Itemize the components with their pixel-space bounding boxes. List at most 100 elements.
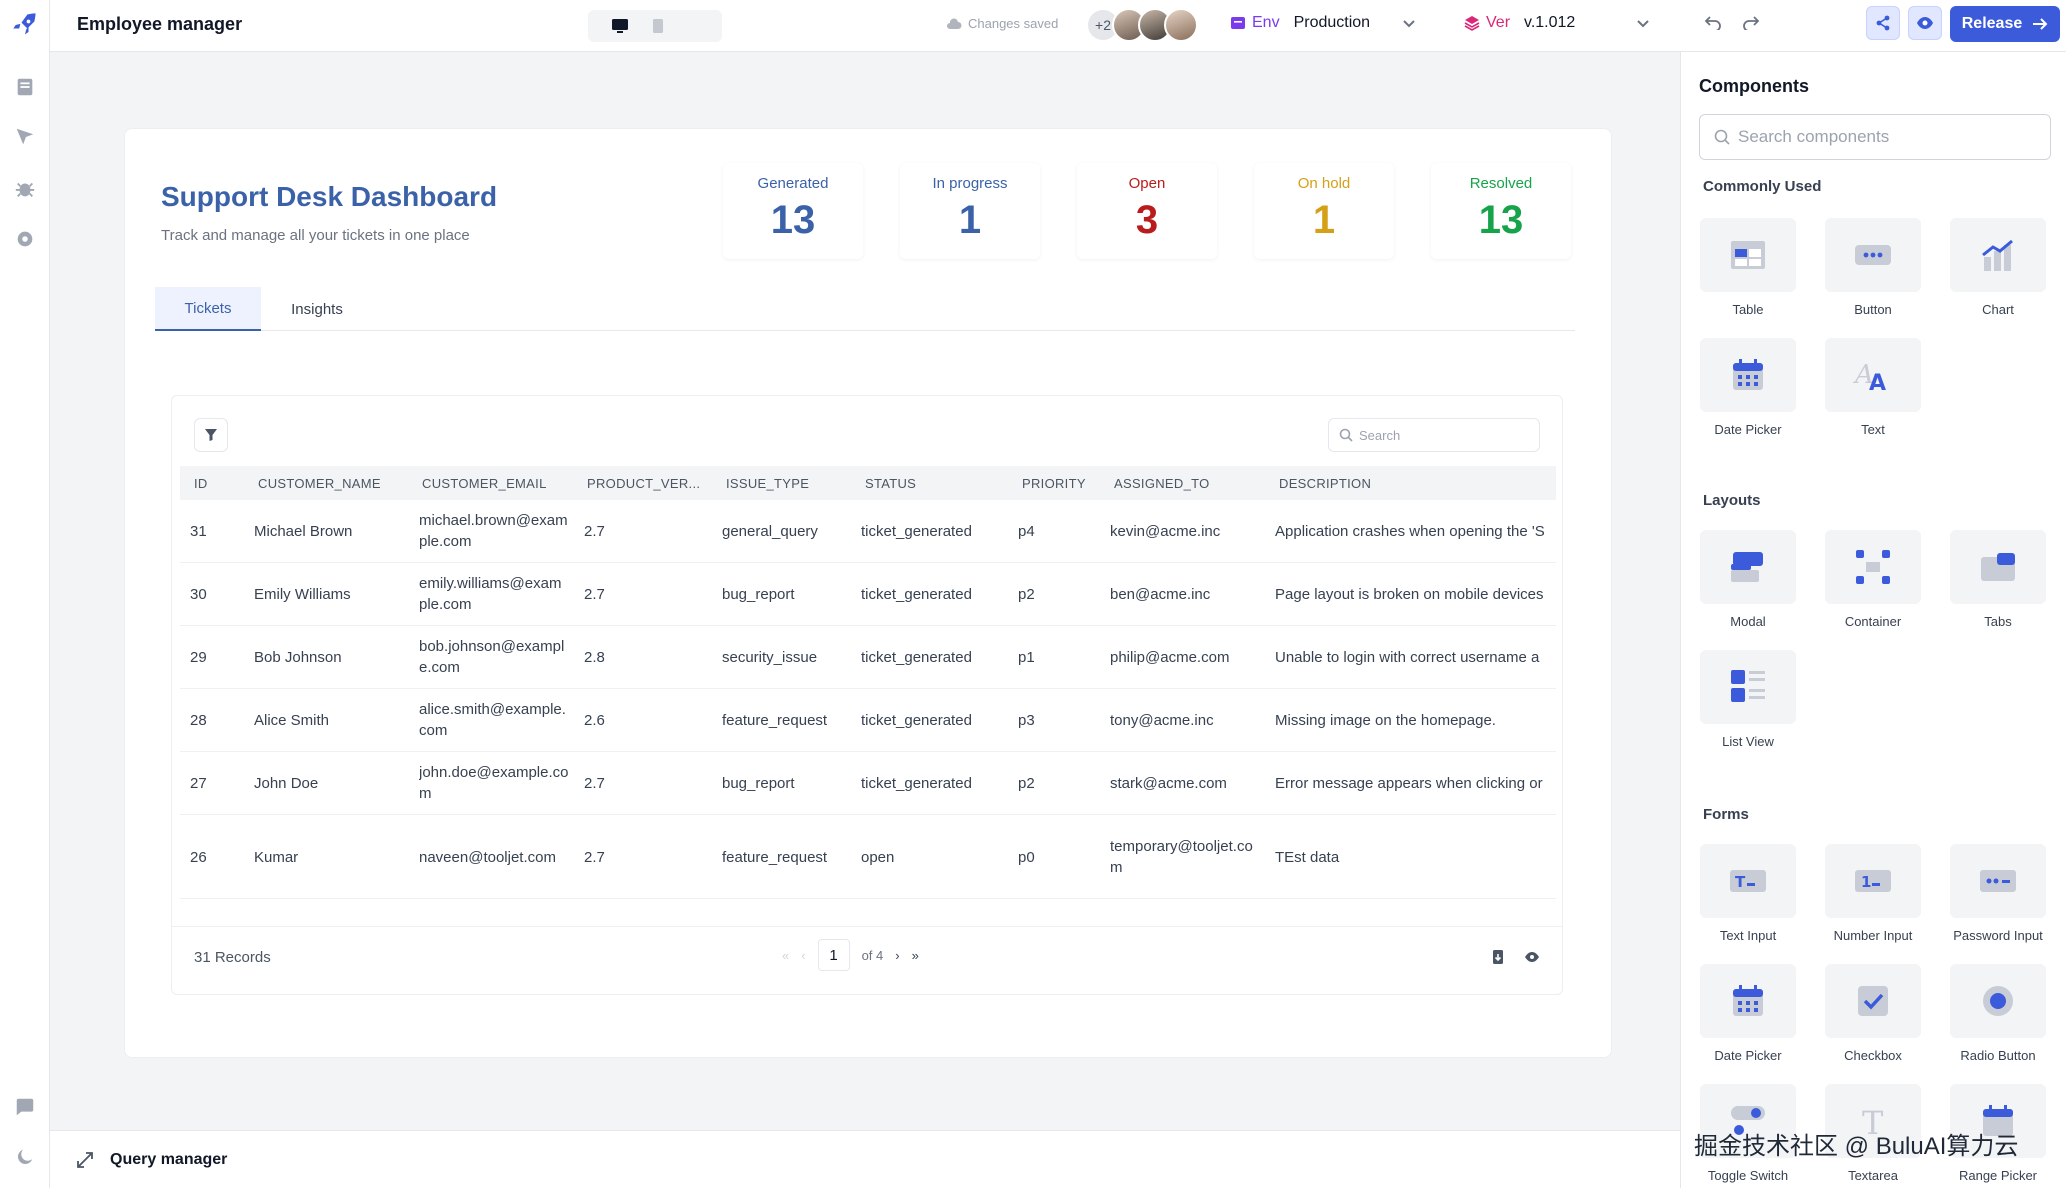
- column-header[interactable]: ASSIGNED_TO: [1114, 476, 1210, 491]
- cell-issue-type: bug_report: [722, 775, 795, 792]
- device-view-toggle: [588, 10, 722, 42]
- cell-status: open: [861, 849, 895, 866]
- component-label: Button: [1854, 302, 1892, 317]
- prev-page-icon[interactable]: ‹: [801, 947, 806, 963]
- component-search-input[interactable]: Search components: [1699, 114, 2051, 160]
- column-header[interactable]: PRIORITY: [1022, 476, 1086, 491]
- env-value: Production: [1293, 14, 1371, 31]
- panel-title: Components: [1699, 76, 1809, 96]
- mobile-view-icon[interactable]: [644, 14, 672, 38]
- pages-icon[interactable]: [8, 70, 42, 104]
- last-page-icon[interactable]: »: [911, 947, 919, 963]
- inspector-icon[interactable]: [8, 120, 42, 154]
- component-date-picker[interactable]: Date Picker: [1698, 338, 1798, 437]
- component-label: Text: [1861, 422, 1885, 437]
- column-visibility-icon[interactable]: [1524, 949, 1540, 970]
- avatar[interactable]: [1164, 8, 1198, 42]
- component-modal[interactable]: Modal: [1698, 530, 1798, 629]
- column-header[interactable]: CUSTOMER_EMAIL: [422, 476, 547, 491]
- column-header[interactable]: ISSUE_TYPE: [726, 476, 810, 491]
- debugger-icon[interactable]: [8, 172, 42, 206]
- cell-description: TEst data: [1275, 849, 1340, 866]
- query-manager-bar[interactable]: Query manager: [50, 1130, 1680, 1188]
- component-table[interactable]: Table: [1698, 218, 1798, 317]
- table-row[interactable]: 26 Kumar naveen@tooljet.com 2.7 feature_…: [180, 815, 1556, 899]
- undo-icon[interactable]: [1704, 14, 1722, 35]
- first-page-icon[interactable]: «: [782, 947, 790, 963]
- column-header[interactable]: PRODUCT_VER...: [587, 476, 701, 491]
- expand-icon[interactable]: [76, 1151, 94, 1174]
- chat-icon[interactable]: [8, 1090, 42, 1124]
- table-row[interactable]: 30 Emily Williams emily.williams@example…: [180, 563, 1556, 626]
- rocket-logo-icon[interactable]: [8, 8, 42, 42]
- cell-product-version: 2.7: [584, 775, 605, 792]
- component-button[interactable]: Button: [1823, 218, 1923, 317]
- cell-customer-name: Alice Smith: [254, 712, 330, 729]
- component-checkbox[interactable]: Checkbox: [1823, 964, 1923, 1063]
- cell-id: 26: [190, 849, 207, 866]
- component-number-input[interactable]: 1 Number Input: [1823, 844, 1923, 943]
- component-password-input[interactable]: Password Input: [1948, 844, 2048, 943]
- cell-product-version: 2.6: [584, 712, 605, 729]
- env-chevron-down-icon[interactable]: [1402, 16, 1416, 34]
- component-list-view[interactable]: List View: [1698, 650, 1798, 749]
- cell-customer-name: John Doe: [254, 775, 319, 792]
- component-label: Textarea: [1848, 1168, 1898, 1183]
- arrow-right-icon: [2033, 18, 2048, 30]
- component-range-picker[interactable]: Range Picker: [1948, 1084, 2048, 1183]
- page-number-input[interactable]: 1: [817, 939, 850, 971]
- version-chevron-down-icon[interactable]: [1636, 16, 1650, 34]
- desktop-view-icon[interactable]: [606, 14, 634, 38]
- preview-button[interactable]: [1908, 6, 1942, 40]
- cell-id: 30: [190, 586, 207, 603]
- column-header[interactable]: STATUS: [865, 476, 917, 491]
- table-row[interactable]: 29 Bob Johnson bob.johnson@example.com 2…: [180, 626, 1556, 689]
- table-search-input[interactable]: Search: [1328, 418, 1540, 452]
- cell-issue-type: general_query: [722, 523, 818, 540]
- version-selector[interactable]: Ver v.1.012: [1464, 14, 1575, 32]
- column-header[interactable]: DESCRIPTION: [1279, 476, 1372, 491]
- components-panel: Components Search components Commonly Us…: [1680, 52, 2066, 1188]
- filter-button[interactable]: [194, 418, 228, 452]
- table-row[interactable]: 31 Michael Brown michael.brown@example.c…: [180, 500, 1556, 563]
- table-row[interactable]: 28 Alice Smith alice.smith@example.com 2…: [180, 689, 1556, 752]
- component-tabs[interactable]: Tabs: [1948, 530, 2048, 629]
- column-header[interactable]: ID: [194, 476, 208, 491]
- cell-status: ticket_generated: [861, 712, 972, 729]
- cell-customer-name: Kumar: [254, 849, 299, 866]
- download-icon[interactable]: [1490, 949, 1506, 970]
- column-header[interactable]: CUSTOMER_NAME: [258, 476, 381, 491]
- component-container[interactable]: Container: [1823, 530, 1923, 629]
- cell-customer-email: bob.johnson@example.com: [419, 638, 565, 676]
- button-icon: [1825, 218, 1921, 292]
- table-row[interactable]: 27 John Doe john.doe@example.com 2.7 bug…: [180, 752, 1556, 815]
- component-textarea[interactable]: T Textarea: [1823, 1084, 1923, 1183]
- table-footer: 31 Records « ‹ 1 of 4 › »: [172, 926, 1562, 994]
- settings-icon[interactable]: [8, 222, 42, 256]
- stat-card-generated: Generated 13: [723, 163, 863, 259]
- search-icon: [1339, 428, 1353, 442]
- next-page-icon[interactable]: ›: [895, 947, 900, 963]
- cell-id: 31: [190, 523, 207, 540]
- tab-tickets[interactable]: Tickets: [155, 287, 261, 331]
- component-radio-button[interactable]: Radio Button: [1948, 964, 2048, 1063]
- component-date-picker[interactable]: Date Picker: [1698, 964, 1798, 1063]
- collaborator-avatars[interactable]: +2: [1086, 8, 1198, 44]
- environment-selector[interactable]: Env Production: [1230, 14, 1370, 32]
- release-button[interactable]: Release: [1950, 6, 2060, 42]
- tab-insights[interactable]: Insights: [291, 300, 343, 318]
- cell-id: 29: [190, 649, 207, 666]
- component-chart[interactable]: Chart: [1948, 218, 2048, 317]
- component-text-input[interactable]: T Text Input: [1698, 844, 1798, 943]
- app-title[interactable]: Employee manager: [77, 14, 243, 34]
- cell-priority: p4: [1018, 523, 1035, 540]
- table-search-placeholder: Search: [1359, 427, 1401, 443]
- component-toggle-switch[interactable]: Toggle Switch: [1698, 1084, 1798, 1183]
- share-button[interactable]: [1866, 6, 1900, 40]
- stat-label: In progress: [932, 175, 1008, 192]
- cell-customer-email: alice.smith@example.com: [419, 701, 566, 739]
- redo-icon[interactable]: [1742, 14, 1760, 35]
- dark-mode-icon[interactable]: [8, 1140, 42, 1174]
- component-label: Container: [1844, 614, 1902, 629]
